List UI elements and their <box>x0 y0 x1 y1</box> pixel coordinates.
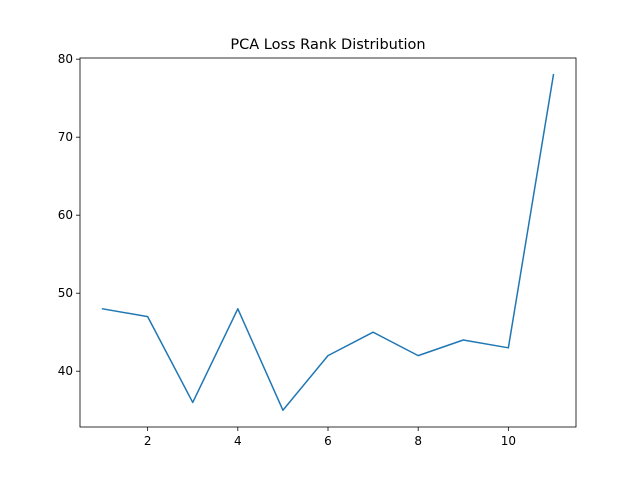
y-tick-label: 50 <box>58 286 73 300</box>
x-tick-label: 4 <box>234 434 242 448</box>
x-tick-label: 8 <box>414 434 422 448</box>
y-tick-label: 40 <box>58 364 73 378</box>
chart-title: PCA Loss Rank Distribution <box>230 37 425 53</box>
y-tick-label: 60 <box>58 208 73 222</box>
plot-area: 2 4 6 8 10 40 50 60 70 80 <box>58 52 577 448</box>
y-tick-label: 70 <box>58 130 73 144</box>
x-tick-label: 6 <box>324 434 332 448</box>
x-tick-label: 2 <box>144 434 152 448</box>
x-tick-label: 10 <box>501 434 516 448</box>
y-tick-label: 80 <box>58 52 73 66</box>
